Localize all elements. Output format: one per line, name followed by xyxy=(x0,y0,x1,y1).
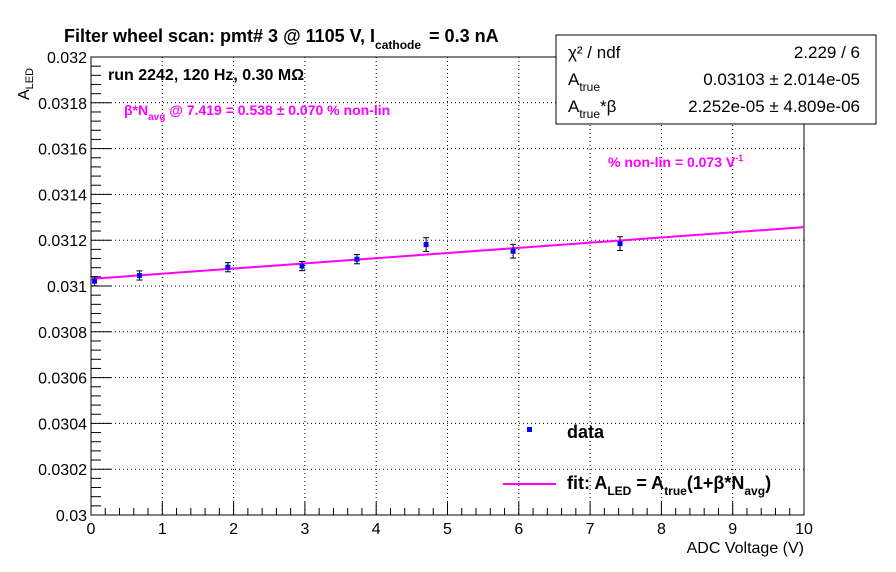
legend-data-label: data xyxy=(567,422,605,442)
y-tick-label: 0.03 xyxy=(56,508,87,525)
data-point xyxy=(299,263,305,269)
nonlin-sup: -1 xyxy=(735,153,743,163)
beta-sub: avg xyxy=(148,112,165,123)
beta-annotation: β*Navg @ 7.419 = 0.538 ± 0.070 % non-lin xyxy=(124,102,390,123)
beta-tail: @ 7.419 = 0.538 ± 0.070 % non-lin xyxy=(165,102,390,118)
x-axis-ticks: 0 1 2 3 4 5 6 7 8 9 10 xyxy=(87,502,813,538)
stats-ab-tail: *β xyxy=(600,97,617,116)
stats-ab-main: A xyxy=(568,97,580,116)
stats-ab-value: 2.252e-05 ± 4.809e-06 xyxy=(688,97,860,116)
data-point xyxy=(510,248,516,254)
y-axis-label-sub: LED xyxy=(24,68,36,89)
x-tick-label: 3 xyxy=(300,521,309,538)
stats-a-main: A xyxy=(568,70,580,89)
y-axis-label-main: A xyxy=(16,89,33,100)
stats-box-frame xyxy=(555,34,877,125)
data-point xyxy=(225,264,231,270)
y-tick-label: 0.0308 xyxy=(38,325,87,342)
data-point xyxy=(92,278,98,284)
legend-fit-sub2: true xyxy=(664,484,687,498)
stats-box: χ² / ndf 2.229 / 6 Atrue 0.03103 ± 2.014… xyxy=(555,34,877,125)
stats-ab-label: Atrue*β xyxy=(568,97,617,121)
x-tick-label: 1 xyxy=(158,521,167,538)
stats-ab-sub: true xyxy=(579,107,600,121)
chart-title-tail: = 0.3 nA xyxy=(429,26,499,46)
run-info: run 2242, 120 Hz, 0.30 MΩ xyxy=(108,67,304,84)
stats-a-label: Atrue xyxy=(568,70,600,94)
y-tick-label: 0.0302 xyxy=(38,462,87,479)
x-tick-label: 6 xyxy=(514,521,523,538)
x-tick-label: 0 xyxy=(87,521,96,538)
legend-fit-mid: = A xyxy=(631,473,664,493)
chart-title: Filter wheel scan: pmt# 3 @ 1105 V, Icat… xyxy=(64,26,499,52)
nonlin-prefix: % non-lin = 0.073 V xyxy=(608,154,736,170)
stats-chi2-label: χ² / ndf xyxy=(568,43,621,62)
fit-line xyxy=(90,226,805,280)
data-point xyxy=(617,241,623,247)
y-tick-label: 0.031 xyxy=(47,279,87,296)
data-point xyxy=(354,256,360,262)
x-tick-label: 10 xyxy=(795,521,813,538)
x-tick-label: 7 xyxy=(586,521,595,538)
y-tick-label: 0.032 xyxy=(47,50,87,67)
legend: data fit: ALED = Atrue(1+β*Navg) xyxy=(503,422,771,498)
grid-lines xyxy=(91,57,804,515)
y-tick-label: 0.0316 xyxy=(38,142,87,159)
beta-prefix: β*N xyxy=(124,102,148,118)
x-axis-label: ADC Voltage (V) xyxy=(687,540,804,557)
stats-a-sub: true xyxy=(579,80,600,94)
legend-fit-sub1: LED xyxy=(607,484,631,498)
legend-fit-label: fit: ALED = Atrue(1+β*Navg) xyxy=(567,473,771,498)
x-tick-label: 8 xyxy=(657,521,666,538)
chart-title-sub: cathode xyxy=(375,38,421,52)
y-tick-label: 0.0312 xyxy=(38,233,87,250)
stats-chi2-value: 2.229 / 6 xyxy=(794,43,860,62)
data-points xyxy=(91,236,624,287)
x-tick-label: 2 xyxy=(229,521,238,538)
y-tick-label: 0.0318 xyxy=(38,96,87,113)
data-point xyxy=(423,242,429,248)
y-tick-label: 0.0306 xyxy=(38,371,87,388)
fit-line-group xyxy=(90,226,805,280)
x-tick-label: 5 xyxy=(443,521,452,538)
legend-fit-prefix: fit: A xyxy=(567,473,607,493)
legend-fit-tail: ) xyxy=(765,473,771,493)
legend-data-marker xyxy=(527,427,532,432)
y-tick-label: 0.0304 xyxy=(38,416,87,433)
legend-fit-mid2: (1+β*N xyxy=(687,473,745,493)
data-point xyxy=(136,272,142,278)
stats-a-value: 0.03103 ± 2.014e-05 xyxy=(703,70,860,89)
x-tick-label: 9 xyxy=(728,521,737,538)
y-axis-label: ALED xyxy=(16,68,36,100)
y-axis-ticks: 0.03 0.0302 0.0304 0.0306 0.0308 0.031 0.0312 0… xyxy=(38,50,111,525)
x-tick-label: 4 xyxy=(372,521,381,538)
chart-title-main: Filter wheel scan: pmt# 3 @ 1105 V, I xyxy=(64,26,375,46)
legend-fit-sub3: avg xyxy=(744,484,765,498)
nonlin-annotation: % non-lin = 0.073 V-1 xyxy=(608,153,743,170)
y-tick-label: 0.0314 xyxy=(38,187,87,204)
